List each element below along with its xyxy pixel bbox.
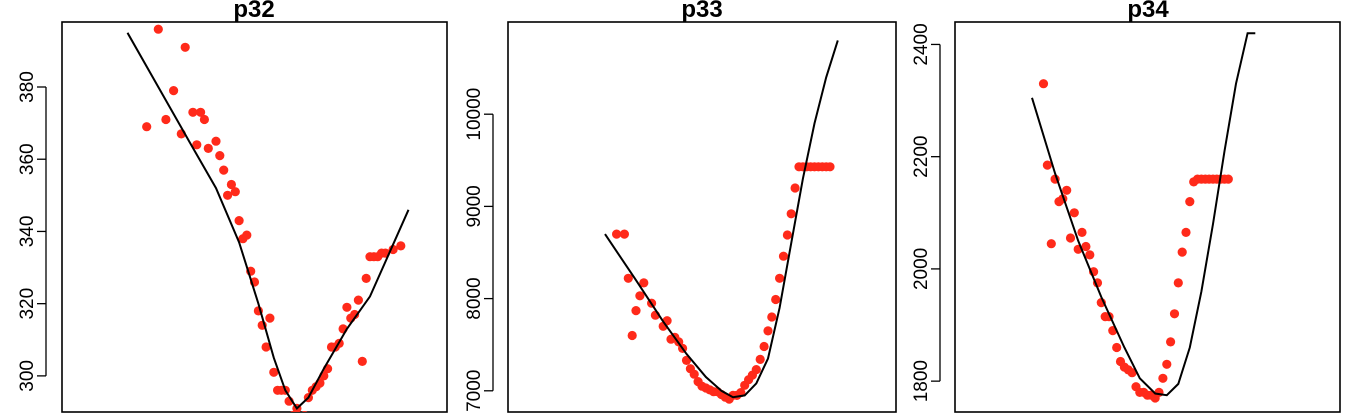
fitted-curve xyxy=(604,40,839,399)
data-point xyxy=(219,165,229,175)
data-point xyxy=(169,86,179,96)
chart-panel-p33: p33 7000 8000 9000 10000 xyxy=(464,0,897,413)
y-tick-label: 10000 xyxy=(464,88,485,141)
data-point xyxy=(192,140,202,150)
data-point xyxy=(1127,368,1137,378)
y-tick-label: 320 xyxy=(17,288,38,320)
fitted-curve xyxy=(1031,32,1256,397)
plot-frame xyxy=(954,21,1341,413)
data-point xyxy=(751,365,761,375)
data-point xyxy=(161,114,171,125)
data-point xyxy=(1162,359,1172,369)
data-point xyxy=(350,309,360,320)
data-point xyxy=(767,312,777,322)
data-point xyxy=(1042,160,1052,170)
y-tick-label: 2400 xyxy=(911,23,932,65)
chart-title: p32 xyxy=(233,0,274,23)
data-point xyxy=(153,24,163,34)
data-point xyxy=(1038,79,1049,89)
data-point xyxy=(261,342,271,352)
chart-panel-p32: p32 300 320 340 360 380 xyxy=(17,0,448,418)
data-point xyxy=(396,241,406,251)
data-point xyxy=(301,411,308,412)
data-point xyxy=(619,229,630,239)
data-point xyxy=(1065,233,1076,243)
data-point xyxy=(1154,387,1164,397)
data-point xyxy=(825,162,835,172)
data-point xyxy=(361,273,371,283)
data-point xyxy=(623,273,633,283)
data-point xyxy=(1062,185,1072,195)
fitted-curve xyxy=(126,32,410,410)
data-point xyxy=(180,42,190,52)
plot-area xyxy=(126,24,410,418)
data-point xyxy=(612,229,622,239)
data-point xyxy=(223,190,233,200)
data-point xyxy=(775,273,785,283)
data-point xyxy=(265,313,275,323)
y-tick-label: 380 xyxy=(17,71,38,103)
data-point xyxy=(1077,227,1087,237)
data-point xyxy=(778,251,789,261)
data-point xyxy=(1085,250,1095,260)
y-tick-label: 1800 xyxy=(911,360,932,402)
data-point xyxy=(635,291,645,301)
data-point xyxy=(353,295,363,305)
data-point xyxy=(1158,373,1168,383)
data-point xyxy=(1181,227,1191,237)
y-tick-label: 8000 xyxy=(464,277,485,319)
data-point xyxy=(342,302,352,312)
data-point xyxy=(234,216,244,226)
data-point xyxy=(242,230,252,240)
data-point xyxy=(689,369,699,379)
data-point xyxy=(786,209,796,219)
y-tick-label: 360 xyxy=(17,143,38,175)
data-point xyxy=(1223,174,1233,184)
data-point xyxy=(1177,247,1187,257)
data-point xyxy=(755,354,765,364)
data-point xyxy=(1069,208,1079,218)
data-point xyxy=(296,415,305,418)
plot-area xyxy=(604,40,839,404)
data-point xyxy=(763,326,773,336)
data-point xyxy=(215,151,225,161)
data-point xyxy=(226,179,236,190)
chart-panel-p34: p34 1800 2000 2200 2400 xyxy=(911,0,1341,413)
data-point xyxy=(357,356,367,366)
data-point xyxy=(196,107,206,117)
data-point xyxy=(199,114,209,125)
y-tick-label: 340 xyxy=(17,216,38,248)
plot-frame xyxy=(507,21,897,413)
data-point xyxy=(1169,309,1180,319)
plot-area xyxy=(1031,32,1256,403)
data-point xyxy=(230,187,240,197)
y-tick-label: 2200 xyxy=(911,136,932,178)
data-point xyxy=(782,230,793,240)
data-point xyxy=(759,341,769,352)
data-point xyxy=(1081,241,1091,252)
data-point xyxy=(1185,197,1195,207)
data-point xyxy=(1173,278,1183,288)
data-point xyxy=(203,143,213,153)
data-point xyxy=(771,294,781,305)
y-tick-label: 300 xyxy=(17,360,38,392)
y-tick-label: 2000 xyxy=(911,248,932,290)
data-point xyxy=(1046,239,1056,249)
data-point xyxy=(1112,342,1122,353)
data-point xyxy=(627,330,637,341)
chart-title: p34 xyxy=(1127,0,1169,23)
chart-title: p33 xyxy=(681,0,722,23)
y-tick-label: 7000 xyxy=(464,370,485,412)
data-point xyxy=(639,278,649,288)
data-point xyxy=(1166,337,1176,347)
data-point xyxy=(188,107,198,117)
data-point xyxy=(631,306,641,316)
data-point xyxy=(142,122,152,132)
data-point xyxy=(269,367,279,377)
data-point xyxy=(211,136,221,146)
plot-frame xyxy=(61,21,448,413)
data-point xyxy=(790,183,800,193)
y-tick-label: 9000 xyxy=(464,185,485,227)
